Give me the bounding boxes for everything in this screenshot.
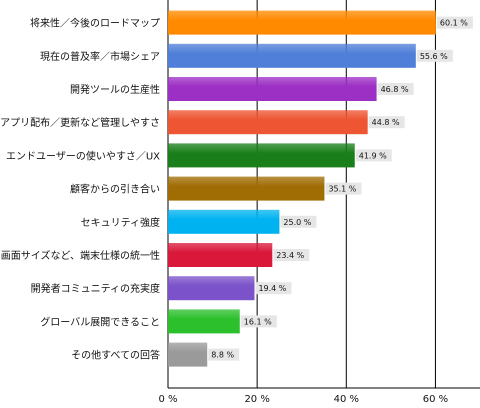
category-label-3: アプリ配布／更新など管理しやすさ	[0, 116, 160, 129]
value-label-bg-9	[240, 315, 277, 328]
x-tick-label-3: 60 %	[423, 394, 448, 405]
value-label-bg-1	[416, 49, 453, 62]
bar-3	[168, 110, 368, 135]
bar-2	[168, 77, 377, 101]
x-tick-label-1: 20 %	[244, 394, 269, 405]
category-label-10: その他すべての回答	[71, 349, 160, 362]
bar-5	[168, 176, 325, 201]
value-label-5: 35.1 %	[328, 185, 356, 194]
category-label-0: 将来性／今後のロードマップ	[30, 17, 160, 30]
value-label-bg-5	[325, 182, 362, 195]
value-label-1: 55.6 %	[420, 52, 448, 61]
x-tick-label-2: 40 %	[334, 394, 359, 405]
category-label-5: 顧客からの引き合い	[70, 183, 160, 196]
value-label-bg-6	[280, 215, 317, 228]
value-label-bg-3	[368, 116, 405, 129]
x-axis: 0 % 20 % 40 % 60 %	[158, 387, 480, 405]
category-label-6: セキュリティ強度	[81, 216, 160, 229]
value-label-9: 16.1 %	[244, 317, 272, 326]
bar-7	[168, 243, 273, 267]
value-label-bg-4	[355, 149, 392, 162]
value-label-bg-7	[273, 249, 310, 261]
category-label-4: エンドユーザーの使いやすさ／UX	[6, 149, 160, 162]
value-label-bg-10	[208, 348, 240, 361]
value-label-bg-2	[377, 83, 414, 95]
category-label-8: 開発者コミュニティの充実度	[31, 282, 160, 295]
value-label-8: 19.4 %	[258, 284, 286, 293]
category-label-7: 画面サイズなど、端末仕様の統一性	[1, 249, 160, 262]
value-label-6: 25.0 %	[283, 218, 311, 227]
value-label-bg-8	[255, 282, 292, 295]
bar-1	[168, 43, 416, 68]
bar-0	[168, 10, 436, 35]
bar-6	[168, 209, 280, 234]
bar-10	[168, 342, 208, 367]
bars	[168, 10, 436, 367]
bar-9	[168, 309, 240, 334]
labels: 将来性／今後のロードマップ 60.1 % 現在の普及率／市場シェア 55.6 % 開発ツ…	[0, 16, 473, 362]
value-label-10: 8.8 %	[211, 351, 234, 360]
value-label-2: 46.8 %	[381, 85, 409, 94]
value-label-0: 60.1 %	[440, 19, 468, 28]
category-label-1: 現在の普及率／市場シェア	[40, 50, 160, 63]
category-label-9: グローバル展開できること	[40, 315, 160, 328]
category-label-2: 開発ツールの生産性	[70, 83, 160, 96]
bar-8	[168, 276, 255, 301]
value-label-3: 44.8 %	[372, 118, 400, 127]
value-label-7: 23.4 %	[276, 251, 304, 260]
value-label-bg-0	[436, 16, 473, 29]
bar-4	[168, 143, 355, 168]
value-label-4: 41.9 %	[359, 151, 387, 160]
x-tick-label-0: 0 %	[158, 394, 177, 405]
